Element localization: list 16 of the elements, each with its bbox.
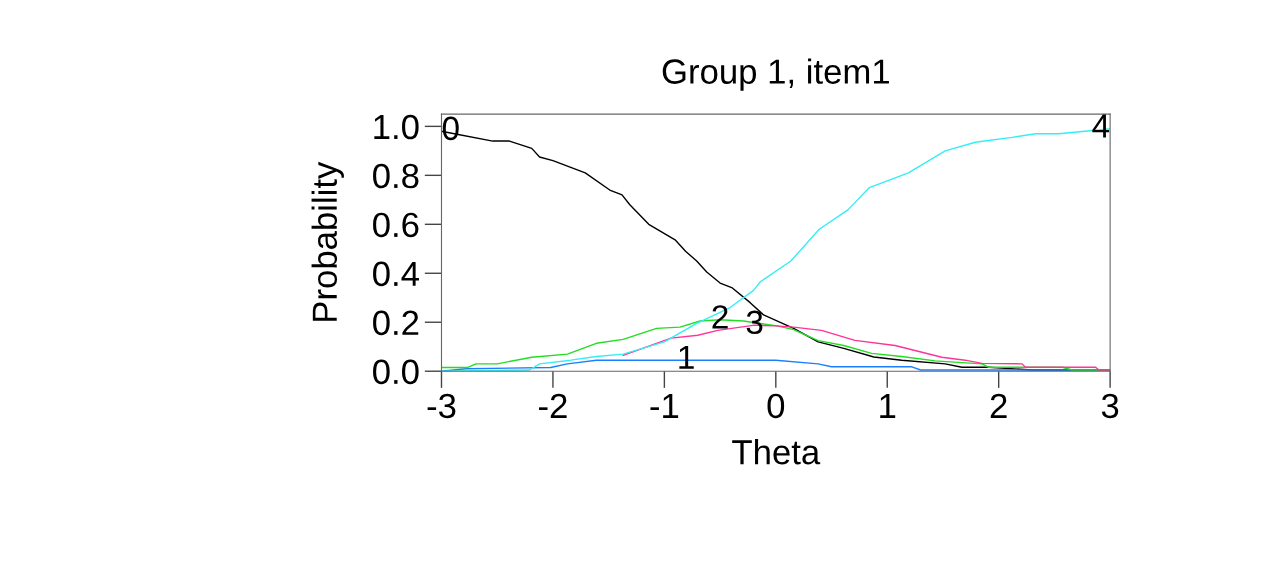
y-tick-label: 0.2 bbox=[373, 310, 419, 336]
y-tick-label: 0.8 bbox=[373, 163, 419, 189]
x-tick-label: -3 bbox=[427, 393, 456, 419]
y-tick-label: 0.4 bbox=[373, 261, 419, 287]
chart-title: Group 1, item1 bbox=[662, 58, 889, 91]
y-axis-title: Probability bbox=[311, 161, 344, 321]
x-tick-label: 0 bbox=[767, 393, 785, 419]
y-tick-label: 0.0 bbox=[373, 359, 419, 385]
x-axis-title: Theta bbox=[732, 438, 821, 465]
x-tick-label: -2 bbox=[539, 393, 567, 418]
x-tick-label: -1 bbox=[650, 394, 679, 418]
x-tick-label: 1 bbox=[880, 394, 896, 418]
y-tick-label: 1.0 bbox=[374, 114, 419, 140]
y-tick-label: 0.6 bbox=[373, 212, 419, 238]
x-tick-label: 2 bbox=[990, 393, 1007, 418]
x-tick-label: 3 bbox=[1101, 393, 1119, 419]
